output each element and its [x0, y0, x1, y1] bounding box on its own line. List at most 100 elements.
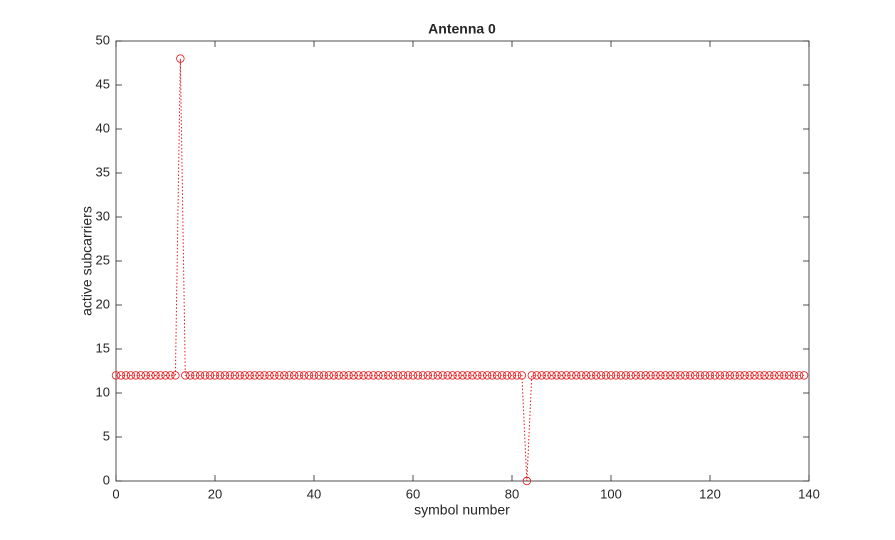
x-tick-label: 40	[307, 486, 321, 501]
marker	[349, 371, 358, 380]
y-tick-label: 30	[96, 208, 110, 223]
marker	[225, 371, 235, 380]
marker	[255, 371, 264, 380]
marker	[250, 371, 259, 380]
marker	[458, 371, 467, 380]
marker	[616, 371, 626, 380]
marker	[423, 371, 433, 380]
marker	[611, 371, 621, 380]
marker	[181, 371, 190, 380]
marker	[428, 371, 437, 380]
marker	[478, 371, 487, 380]
marker	[502, 371, 512, 380]
marker	[676, 371, 685, 380]
marker	[453, 371, 462, 380]
y-tick-label: 0	[103, 472, 110, 487]
marker	[393, 371, 403, 380]
marker	[537, 371, 546, 380]
marker	[166, 371, 175, 380]
x-tick-label: 80	[505, 486, 519, 501]
marker	[235, 371, 244, 380]
marker	[517, 371, 527, 380]
marker	[275, 371, 284, 380]
marker	[245, 371, 254, 380]
marker	[324, 371, 334, 380]
marker	[661, 371, 670, 380]
marker	[512, 371, 522, 380]
marker	[725, 371, 734, 380]
marker	[794, 371, 804, 380]
marker	[799, 371, 809, 380]
marker	[587, 371, 596, 380]
marker	[735, 371, 744, 380]
marker	[641, 371, 650, 380]
marker	[171, 371, 180, 380]
marker	[433, 371, 442, 380]
marker	[418, 371, 428, 380]
marker	[299, 371, 309, 380]
marker	[374, 371, 383, 380]
marker	[146, 371, 155, 380]
marker	[775, 371, 784, 380]
marker	[567, 371, 576, 380]
marker	[354, 371, 363, 380]
marker	[364, 371, 373, 380]
marker	[408, 371, 418, 380]
marker	[463, 371, 472, 380]
marker	[700, 371, 710, 380]
marker	[369, 371, 378, 380]
marker	[389, 371, 398, 380]
marker	[621, 371, 631, 380]
marker	[294, 371, 304, 380]
marker	[651, 371, 660, 380]
marker	[319, 371, 329, 380]
marker	[606, 371, 616, 380]
marker	[200, 371, 210, 380]
x-tick-label: 120	[699, 486, 721, 501]
marker	[111, 371, 121, 380]
marker	[309, 371, 319, 380]
marker	[681, 371, 690, 380]
marker	[230, 371, 239, 380]
marker	[438, 371, 447, 380]
y-tick-label: 20	[96, 296, 110, 311]
y-tick-label: 10	[96, 384, 110, 399]
marker	[591, 371, 601, 380]
marker	[765, 371, 774, 380]
marker	[304, 371, 314, 380]
y-tick-label: 15	[96, 340, 110, 355]
marker	[468, 371, 477, 380]
marker	[636, 371, 645, 380]
marker	[205, 371, 215, 380]
marker	[314, 371, 324, 380]
marker	[596, 371, 606, 380]
y-tick-label: 25	[96, 252, 110, 267]
marker	[156, 371, 165, 380]
y-axis-label: active subcarriers	[79, 206, 95, 316]
x-tick-label: 0	[112, 486, 119, 501]
marker	[750, 371, 759, 380]
marker	[136, 371, 145, 380]
marker	[161, 371, 170, 380]
marker	[116, 371, 126, 380]
marker	[265, 371, 274, 380]
marker	[210, 371, 220, 380]
marker	[695, 371, 705, 380]
marker	[176, 54, 185, 63]
marker	[384, 371, 393, 380]
marker	[497, 371, 507, 380]
marker	[527, 371, 536, 380]
marker	[285, 371, 294, 380]
y-tick-label: 35	[96, 164, 110, 179]
marker	[532, 371, 541, 380]
marker	[329, 371, 338, 380]
marker	[443, 371, 452, 380]
marker	[195, 371, 205, 380]
chart-title: Antenna 0	[428, 21, 496, 37]
y-tick-label: 45	[96, 76, 110, 91]
marker	[730, 371, 739, 380]
x-axis-label: symbol number	[414, 502, 510, 518]
marker	[755, 371, 764, 380]
marker	[522, 476, 532, 486]
marker	[131, 371, 140, 380]
